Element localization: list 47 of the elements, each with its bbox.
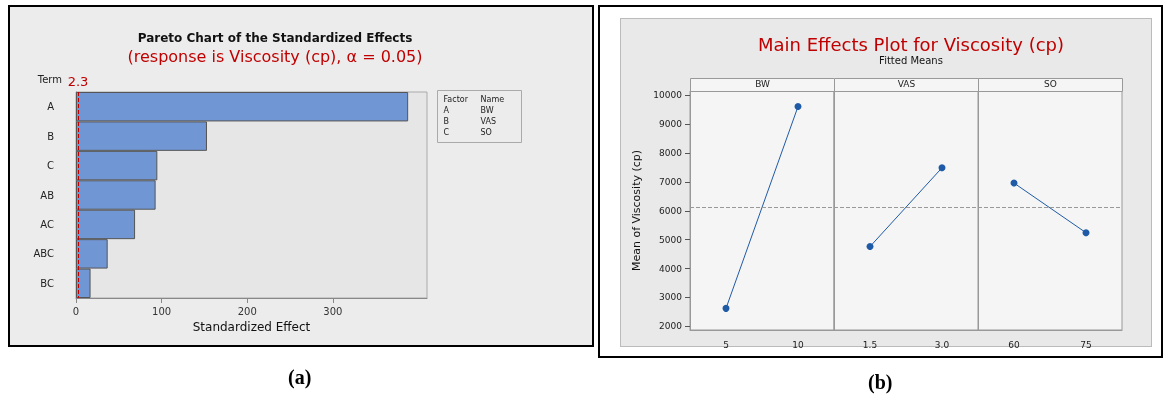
text: SO bbox=[480, 128, 492, 137]
y-tick-label: AB bbox=[40, 189, 55, 201]
x-tick-label: 75 bbox=[1080, 339, 1092, 350]
y-tick-label: 8000 bbox=[659, 148, 683, 159]
x-tick-label: 300 bbox=[323, 305, 343, 317]
x-axis-title: BW bbox=[755, 79, 770, 89]
text: A bbox=[443, 106, 450, 115]
chart-title: Pareto Chart of the Standardized Effects bbox=[137, 31, 413, 45]
text: C bbox=[443, 128, 450, 137]
y-tick-label: 6000 bbox=[659, 205, 683, 216]
x-tick-label: 100 bbox=[152, 305, 172, 317]
y-tick-label: B bbox=[47, 130, 55, 142]
ref-line-label: 2.3 bbox=[67, 74, 89, 89]
y-tick-label: 4000 bbox=[659, 263, 683, 274]
y-tick-label: 3000 bbox=[659, 292, 683, 303]
y-axis-title: Mean of Viscosity (cp) bbox=[630, 149, 644, 272]
text: VAS bbox=[480, 117, 497, 126]
y-tick-label: 10000 bbox=[653, 90, 683, 101]
x-tick-label: 10 bbox=[792, 339, 804, 350]
text: (a) bbox=[288, 366, 312, 389]
text: B bbox=[443, 117, 449, 126]
x-tick-label: 1.5 bbox=[862, 339, 878, 350]
text: Name bbox=[480, 95, 505, 104]
text: BW bbox=[480, 106, 494, 115]
x-axis-title: VAS bbox=[897, 79, 916, 89]
x-axis-title: SO bbox=[1044, 79, 1057, 89]
x-axis-title: Standardized Effect bbox=[192, 319, 311, 334]
x-tick-label: 0 bbox=[72, 305, 80, 317]
y-tick-label: C bbox=[47, 160, 55, 172]
x-tick-label: 200 bbox=[237, 305, 257, 317]
chart-title: Main Effects Plot for Viscosity (cp) bbox=[757, 33, 1065, 55]
y-tick-label: A bbox=[47, 101, 55, 113]
chart-subtitle: Fitted Means bbox=[879, 54, 943, 66]
y-tick-label: 7000 bbox=[659, 176, 683, 187]
chart-subtitle: (response is Viscosity (cp), α = 0.05) bbox=[127, 46, 423, 66]
y-tick-label: 2000 bbox=[659, 321, 683, 332]
y-tick-label: AC bbox=[40, 218, 55, 230]
y-tick-label: BC bbox=[40, 277, 55, 289]
x-tick-label: 5 bbox=[723, 339, 729, 350]
text: (b) bbox=[868, 371, 893, 394]
y-tick-label: 9000 bbox=[659, 119, 683, 130]
y-tick-label: ABC bbox=[33, 248, 55, 260]
x-tick-label: 3.0 bbox=[934, 339, 950, 350]
text: Factor bbox=[443, 95, 469, 104]
x-tick-label: 60 bbox=[1008, 339, 1020, 350]
y-axis-title: Term bbox=[36, 73, 62, 85]
y-tick-label: 5000 bbox=[659, 234, 683, 245]
